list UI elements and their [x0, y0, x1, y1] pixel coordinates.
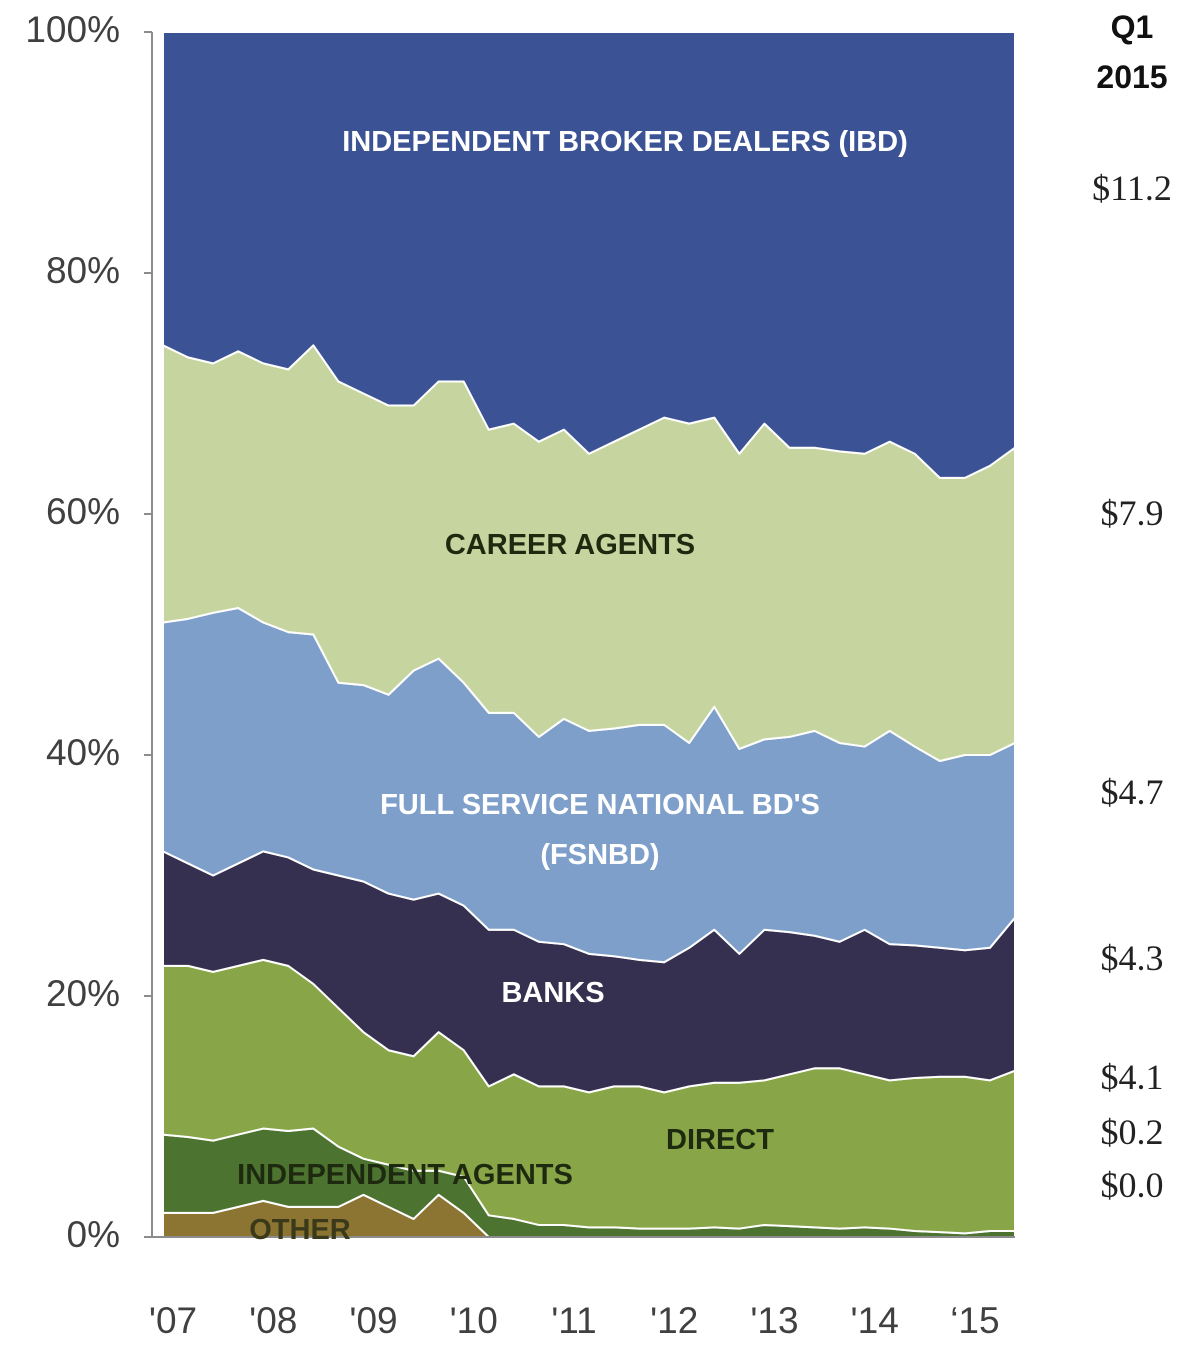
- side-value: $4.1: [1100, 1057, 1164, 1097]
- series-label: INDEPENDENT AGENTS: [237, 1159, 573, 1191]
- y-tick-label: 60%: [46, 491, 120, 532]
- side-value: $11.2: [1092, 168, 1172, 208]
- y-tick-label: 40%: [46, 732, 120, 773]
- x-tick-label: '07: [149, 1300, 197, 1341]
- x-tick-label: '10: [450, 1300, 498, 1341]
- side-value: $7.9: [1100, 493, 1164, 533]
- side-title: Q1 2015: [1096, 9, 1168, 95]
- x-tick-label: '11: [551, 1300, 596, 1341]
- series-label: CAREER AGENTS: [444, 529, 696, 561]
- y-tick-label: 80%: [46, 250, 120, 291]
- side-value: $4.3: [1100, 938, 1164, 978]
- series-label: INDEPENDENT BROKER DEALERS (IBD): [342, 126, 908, 158]
- area: [162, 31, 1016, 479]
- x-tick-label: '13: [750, 1300, 798, 1341]
- x-tick-label: '14: [851, 1300, 899, 1341]
- series-label: OTHER: [249, 1214, 351, 1246]
- x-tick-label: '09: [349, 1300, 397, 1341]
- series-label: FULL SERVICE NATIONAL BD'S (FSNBD): [380, 789, 820, 871]
- side-value: $4.7: [1100, 772, 1164, 812]
- series-label: BANKS: [501, 977, 605, 1009]
- side-value: $0.2: [1100, 1112, 1164, 1152]
- series-label: DIRECT: [666, 1124, 774, 1156]
- y-tick-label: 100%: [25, 9, 120, 50]
- y-tick-label: 0%: [67, 1214, 120, 1255]
- x-tick-label: ‘15: [950, 1300, 999, 1341]
- side-value: $0.0: [1100, 1165, 1164, 1205]
- x-tick-label: '12: [650, 1300, 698, 1341]
- x-tick-label: '08: [249, 1300, 297, 1341]
- y-tick-label: 20%: [46, 973, 120, 1014]
